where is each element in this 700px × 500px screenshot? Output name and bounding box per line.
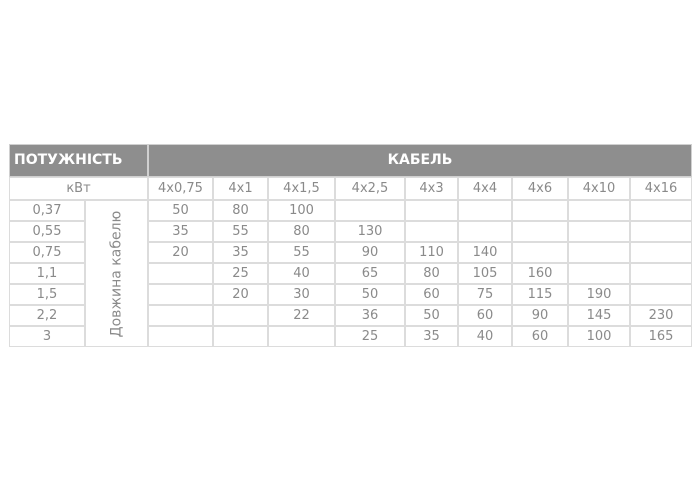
length-cell: 65 [335, 263, 405, 284]
column-header: 4x16 [630, 177, 692, 200]
length-cell: 90 [512, 305, 568, 326]
length-cell: 75 [458, 284, 512, 305]
length-cell: 60 [405, 284, 458, 305]
table-row: 0,37 Довжина кабелю 50 80 100 [9, 200, 692, 347]
length-cell: 100 [568, 326, 630, 347]
length-cell: 145 [568, 305, 630, 326]
length-cell: 60 [458, 305, 512, 326]
table-row: 0,55 35 55 80 130 [9, 221, 692, 242]
length-cell: 80 [268, 221, 335, 242]
length-cell: 190 [568, 284, 630, 305]
length-cell: 40 [458, 326, 512, 347]
length-cell: 80 [405, 263, 458, 284]
length-cell [213, 305, 268, 326]
length-cell: 36 [335, 305, 405, 326]
length-cell [148, 263, 213, 284]
column-header: 4x10 [568, 177, 630, 200]
length-cell: 35 [148, 221, 213, 242]
length-cell: 55 [213, 221, 268, 242]
column-header: 4x0,75 [148, 177, 213, 200]
power-cell: 0,37 [9, 200, 85, 221]
length-cell [568, 263, 630, 284]
length-cell: 20 [148, 242, 213, 263]
length-cell [512, 242, 568, 263]
power-cell: 0,55 [9, 221, 85, 242]
cable-length-table: ПОТУЖНІСТЬ КАБЕЛЬ кВт 4x0,75 4x1 4x1,5 4x2,… [9, 144, 692, 347]
unit-header: кВт [9, 177, 148, 200]
length-cell: 140 [458, 242, 512, 263]
length-cell: 35 [213, 242, 268, 263]
power-cell: 1,5 [9, 284, 85, 305]
length-cell: 160 [512, 263, 568, 284]
length-cell [405, 200, 458, 221]
length-cell [268, 326, 335, 347]
length-cell [568, 200, 630, 221]
length-cell: 110 [405, 242, 458, 263]
length-cell: 130 [335, 221, 405, 242]
length-cell [335, 200, 405, 221]
column-header: 4x4 [458, 177, 512, 200]
length-cell: 20 [213, 284, 268, 305]
column-header: 4x3 [405, 177, 458, 200]
table-row: 0,75 20 35 55 90 110 140 [9, 242, 692, 263]
length-cell [148, 326, 213, 347]
length-cell [630, 284, 692, 305]
header-cable: КАБЕЛЬ [148, 144, 692, 177]
length-cell [405, 221, 458, 242]
length-cell [512, 221, 568, 242]
length-cell: 90 [335, 242, 405, 263]
length-cell: 50 [405, 305, 458, 326]
length-cell: 22 [268, 305, 335, 326]
length-cell [630, 221, 692, 242]
length-cell [630, 263, 692, 284]
length-cell: 100 [268, 200, 335, 221]
length-cell [148, 284, 213, 305]
column-header: 4x6 [512, 177, 568, 200]
vertical-label: Довжина кабелю [108, 210, 124, 337]
length-cell: 40 [268, 263, 335, 284]
length-cell [568, 242, 630, 263]
power-cell: 0,75 [9, 242, 85, 263]
power-cell: 1,1 [9, 263, 85, 284]
table-row: 1,5 20 30 50 60 75 115 190 [9, 284, 692, 305]
length-cell: 25 [213, 263, 268, 284]
length-cell [458, 221, 512, 242]
length-cell: 80 [213, 200, 268, 221]
length-cell: 165 [630, 326, 692, 347]
length-cell: 60 [512, 326, 568, 347]
length-cell [512, 200, 568, 221]
vertical-label-cell: Довжина кабелю [85, 200, 148, 347]
length-cell: 55 [268, 242, 335, 263]
length-cell: 25 [335, 326, 405, 347]
power-cell: 2,2 [9, 305, 85, 326]
length-cell [630, 200, 692, 221]
length-cell [568, 221, 630, 242]
length-cell [458, 200, 512, 221]
table-row: 3 25 35 40 60 100 165 [9, 326, 692, 347]
table-row: 1,1 25 40 65 80 105 160 [9, 263, 692, 284]
length-cell: 105 [458, 263, 512, 284]
column-header: 4x2,5 [335, 177, 405, 200]
column-header: 4x1 [213, 177, 268, 200]
length-cell: 50 [335, 284, 405, 305]
table-row: 2,2 22 36 50 60 90 145 230 [9, 305, 692, 326]
column-header: 4x1,5 [268, 177, 335, 200]
header-power: ПОТУЖНІСТЬ [9, 144, 148, 177]
length-cell [213, 326, 268, 347]
length-cell: 230 [630, 305, 692, 326]
length-cell: 50 [148, 200, 213, 221]
power-cell: 3 [9, 326, 85, 347]
length-cell: 30 [268, 284, 335, 305]
length-cell: 35 [405, 326, 458, 347]
length-cell [148, 305, 213, 326]
length-cell [630, 242, 692, 263]
length-cell: 115 [512, 284, 568, 305]
